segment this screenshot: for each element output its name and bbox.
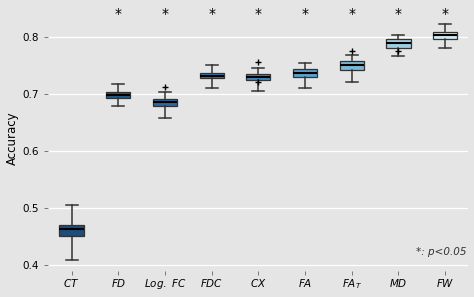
Text: *: * bbox=[255, 7, 262, 21]
Text: *: * bbox=[442, 7, 448, 21]
PathPatch shape bbox=[386, 39, 410, 48]
PathPatch shape bbox=[106, 91, 130, 98]
Text: *: * bbox=[395, 7, 402, 21]
Text: *: * bbox=[115, 7, 122, 21]
PathPatch shape bbox=[200, 73, 224, 78]
PathPatch shape bbox=[246, 74, 271, 80]
Text: *: * bbox=[348, 7, 355, 21]
PathPatch shape bbox=[153, 99, 177, 106]
Text: *: * bbox=[208, 7, 215, 21]
Text: *: * bbox=[301, 7, 309, 21]
Text: *: p<0.05: *: p<0.05 bbox=[416, 247, 466, 257]
PathPatch shape bbox=[433, 32, 457, 39]
PathPatch shape bbox=[339, 61, 364, 70]
PathPatch shape bbox=[293, 69, 317, 77]
PathPatch shape bbox=[59, 225, 84, 236]
Y-axis label: Accuracy: Accuracy bbox=[6, 111, 18, 165]
Text: *: * bbox=[162, 7, 168, 21]
